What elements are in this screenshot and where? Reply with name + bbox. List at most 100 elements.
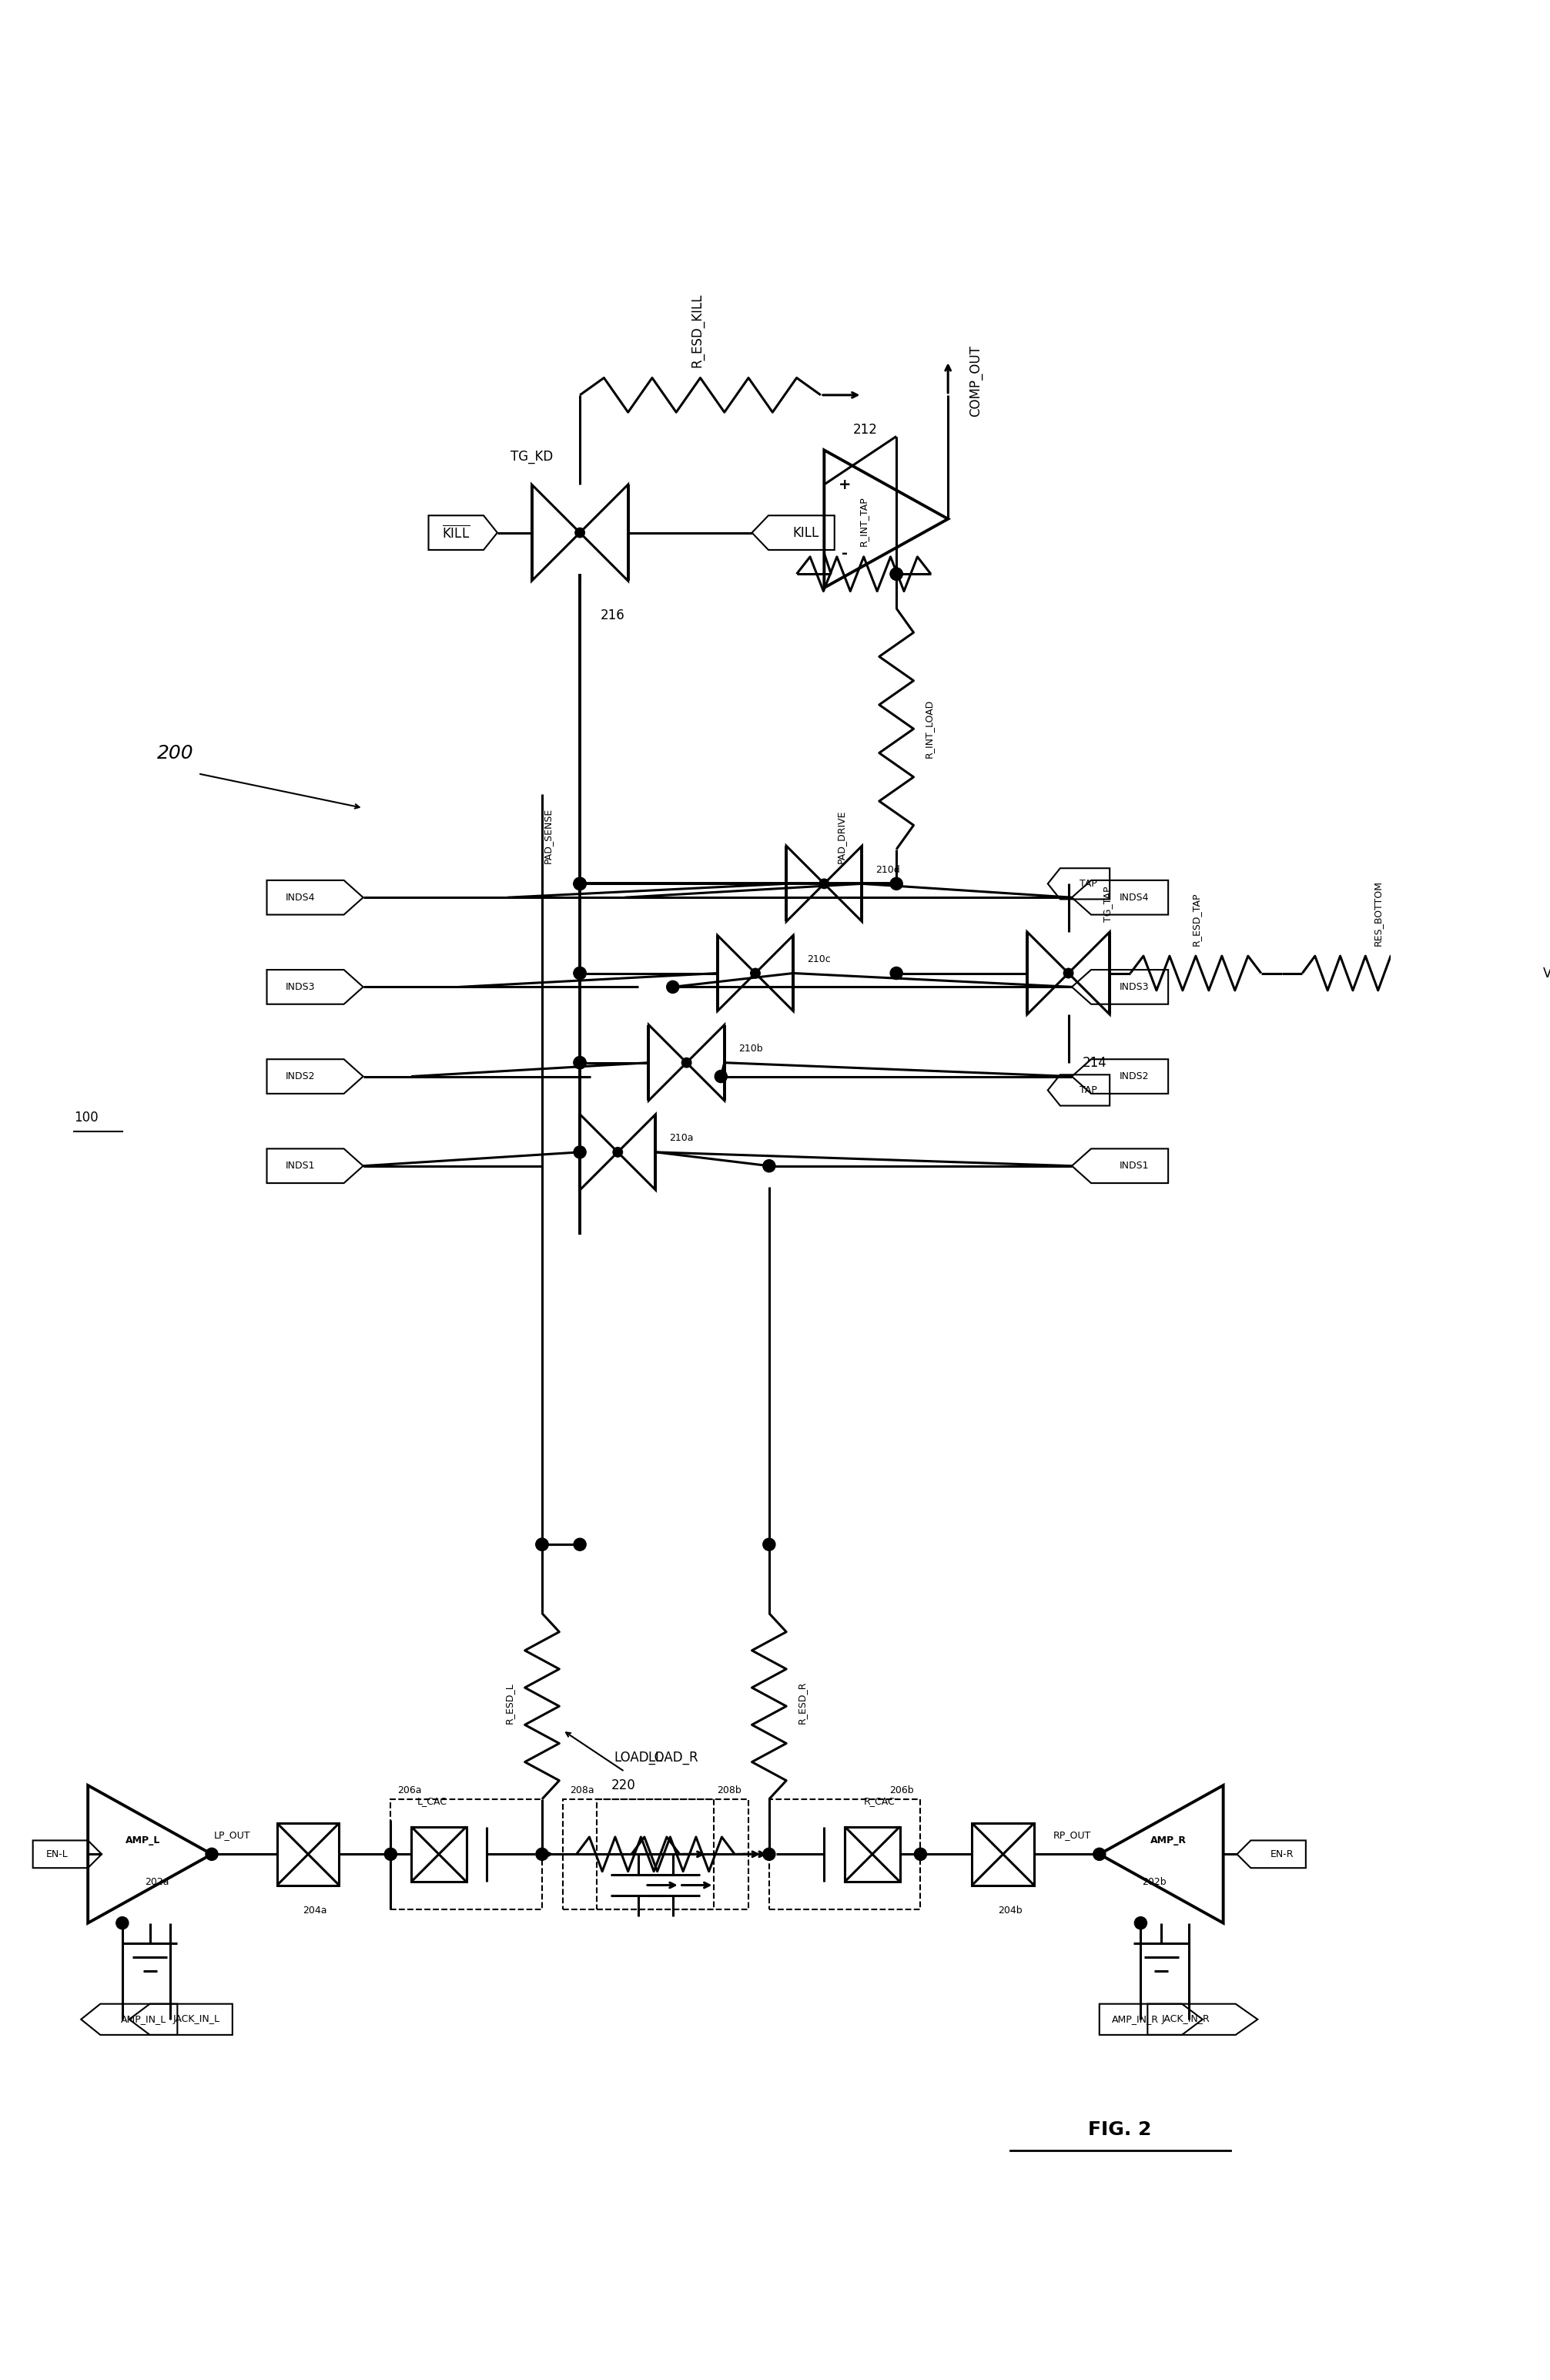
Text: 204a: 204a <box>302 1906 327 1916</box>
Circle shape <box>914 1847 927 1861</box>
Text: LOAD_L: LOAD_L <box>614 1752 663 1764</box>
Circle shape <box>763 1159 775 1171</box>
Text: AMP_IN_R: AMP_IN_R <box>1111 2013 1159 2025</box>
Circle shape <box>573 1057 586 1069</box>
Text: 202b: 202b <box>1142 1878 1167 1887</box>
Circle shape <box>206 1847 219 1861</box>
Bar <box>972 1823 1034 1885</box>
Text: TG_KD: TG_KD <box>510 450 553 464</box>
Circle shape <box>536 1537 549 1552</box>
Text: JACK_IN_R: JACK_IN_R <box>1162 2013 1211 2025</box>
Text: KILL: KILL <box>792 526 818 540</box>
Circle shape <box>575 528 584 538</box>
Text: 200: 200 <box>157 743 194 762</box>
Text: AMP_L: AMP_L <box>126 1835 161 1844</box>
Text: R_ESD_L: R_ESD_L <box>504 1683 515 1723</box>
Circle shape <box>573 1057 586 1069</box>
Text: 216: 216 <box>600 609 625 621</box>
Text: EN-R: EN-R <box>1269 1849 1293 1859</box>
Text: $\overline{\rm KILL}$: $\overline{\rm KILL}$ <box>442 524 470 540</box>
Text: INDS1: INDS1 <box>1119 1161 1149 1171</box>
Text: 210d: 210d <box>876 864 901 876</box>
Circle shape <box>1093 1847 1105 1861</box>
Text: 202a: 202a <box>144 1878 169 1887</box>
Text: R_ESD_TAP: R_ESD_TAP <box>1190 892 1201 945</box>
Text: TG_TAP: TG_TAP <box>1102 885 1113 923</box>
Circle shape <box>573 1145 586 1159</box>
Text: RES_BOTTOM: RES_BOTTOM <box>1373 881 1383 945</box>
Text: 220: 220 <box>611 1778 636 1792</box>
Circle shape <box>763 1847 775 1861</box>
Text: AMP_IN_L: AMP_IN_L <box>121 2013 166 2025</box>
Text: 210b: 210b <box>738 1045 763 1054</box>
Text: R_ESD_KILL: R_ESD_KILL <box>690 293 704 367</box>
Circle shape <box>573 966 586 981</box>
Text: +: + <box>839 478 851 493</box>
Circle shape <box>536 1847 549 1861</box>
Text: INDS3: INDS3 <box>285 983 315 992</box>
Circle shape <box>384 1847 397 1861</box>
Circle shape <box>573 878 586 890</box>
Text: 208a: 208a <box>569 1785 594 1795</box>
Text: PAD_DRIVE: PAD_DRIVE <box>837 809 846 864</box>
Text: LOAD_R: LOAD_R <box>648 1752 698 1764</box>
Bar <box>277 1823 339 1885</box>
Text: 210a: 210a <box>670 1133 693 1142</box>
Bar <box>597 1799 749 1909</box>
Text: 208b: 208b <box>718 1785 741 1795</box>
Text: INDS4: INDS4 <box>285 892 315 902</box>
Text: 100: 100 <box>74 1111 99 1126</box>
Text: R_ESD_R: R_ESD_R <box>797 1680 806 1723</box>
Circle shape <box>890 878 902 890</box>
Text: 214: 214 <box>1082 1057 1107 1069</box>
Circle shape <box>890 569 902 581</box>
Text: LP_OUT: LP_OUT <box>214 1830 251 1840</box>
Text: COMP_OUT: COMP_OUT <box>969 345 983 416</box>
Text: VAG: VAG <box>1544 966 1550 981</box>
Circle shape <box>573 878 586 890</box>
Bar <box>563 1799 715 1909</box>
Text: R_INT_LOAD: R_INT_LOAD <box>924 700 935 759</box>
Circle shape <box>573 878 586 890</box>
Bar <box>769 1799 921 1909</box>
Text: INDS2: INDS2 <box>285 1071 315 1081</box>
Circle shape <box>763 1537 775 1552</box>
Circle shape <box>666 981 679 992</box>
Bar <box>845 1828 901 1883</box>
Text: 206a: 206a <box>397 1785 422 1795</box>
Circle shape <box>715 1071 727 1083</box>
Text: 212: 212 <box>852 424 877 436</box>
Circle shape <box>750 969 759 978</box>
Text: INDS1: INDS1 <box>285 1161 315 1171</box>
Text: TAP: TAP <box>1079 878 1097 888</box>
Text: INDS4: INDS4 <box>1119 892 1149 902</box>
Circle shape <box>536 1537 549 1552</box>
Text: FIG. 2: FIG. 2 <box>1088 2121 1152 2140</box>
Circle shape <box>1135 1916 1147 1930</box>
Text: R_CAC: R_CAC <box>863 1797 894 1806</box>
Text: -: - <box>842 545 848 562</box>
Circle shape <box>1063 969 1073 978</box>
Circle shape <box>682 1057 691 1069</box>
Bar <box>411 1828 467 1883</box>
Text: PAD_SENSE: PAD_SENSE <box>542 807 552 864</box>
Text: INDS3: INDS3 <box>1119 983 1149 992</box>
Bar <box>391 1799 542 1909</box>
Text: 204b: 204b <box>998 1906 1021 1916</box>
Circle shape <box>573 966 586 981</box>
Text: 210c: 210c <box>808 954 831 964</box>
Text: TAP: TAP <box>1079 1085 1097 1095</box>
Circle shape <box>116 1916 129 1930</box>
Text: RP_OUT: RP_OUT <box>1052 1830 1091 1840</box>
Text: L_CAC: L_CAC <box>417 1797 446 1806</box>
Text: EN-L: EN-L <box>46 1849 68 1859</box>
Text: R_INT_TAP: R_INT_TAP <box>859 497 868 547</box>
Circle shape <box>612 1147 623 1157</box>
Text: AMP_R: AMP_R <box>1150 1835 1186 1844</box>
Circle shape <box>890 966 902 981</box>
Circle shape <box>890 569 902 581</box>
Circle shape <box>573 1537 586 1552</box>
Text: INDS2: INDS2 <box>1119 1071 1149 1081</box>
Circle shape <box>820 878 829 888</box>
Text: 206b: 206b <box>890 1785 913 1795</box>
